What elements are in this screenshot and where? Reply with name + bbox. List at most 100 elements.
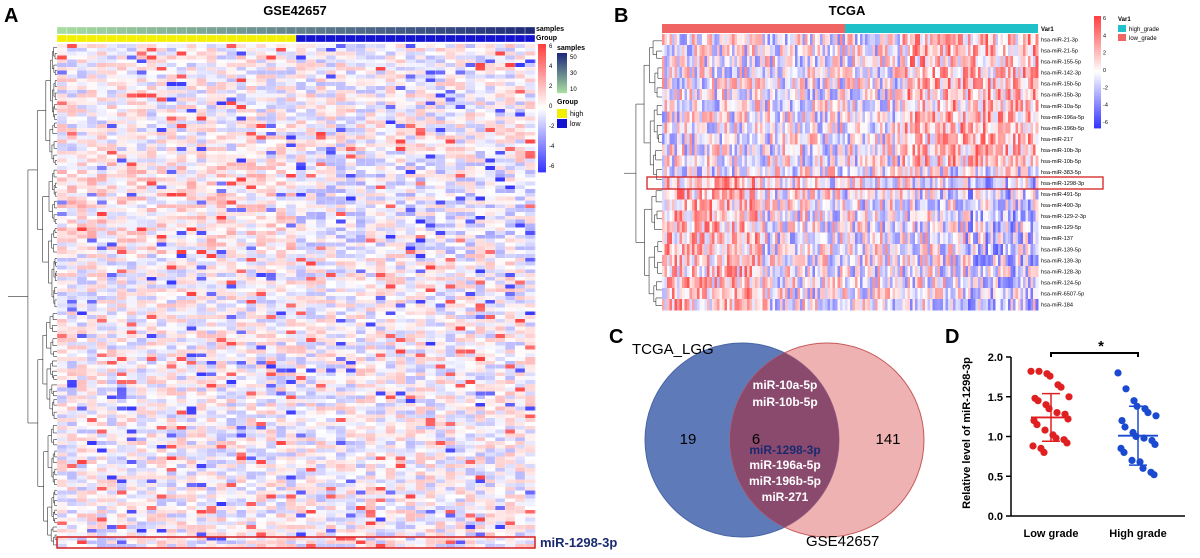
heatmap-a-cell — [166, 63, 177, 68]
heatmap-a-cell — [76, 158, 88, 163]
heatmap-a-cell — [425, 414, 436, 419]
heatmap-a-cell — [385, 326, 396, 331]
heatmap-a-cell — [176, 173, 187, 178]
heatmap-a-cell — [226, 204, 237, 209]
heatmap-a-cell — [485, 170, 496, 175]
heatmap-a-cell — [266, 128, 277, 133]
heatmap-a-cell — [216, 372, 227, 377]
heatmap-a-cell — [495, 181, 506, 186]
heatmap-a-cell — [216, 86, 227, 91]
heatmap-a-cell — [365, 139, 376, 144]
heatmap-a-cell — [166, 116, 177, 121]
heatmap-a-cell — [296, 246, 307, 251]
heatmap-a-cell — [136, 219, 147, 224]
heatmap-a-cell — [186, 192, 197, 198]
heatmap-a-cell — [126, 380, 137, 385]
heatmap-a-cell — [146, 55, 157, 60]
heatmap-a-cell — [475, 292, 486, 297]
heatmap-a-cell — [86, 273, 98, 278]
heatmap-a-cell — [305, 402, 317, 408]
heatmap-a-cell — [256, 59, 267, 64]
heatmap-a-cell — [335, 55, 347, 60]
heatmap-a-cell — [475, 387, 486, 392]
heatmap-a-cell — [305, 418, 317, 423]
heatmap-a-cell — [246, 93, 257, 98]
heatmap-a-cell — [495, 234, 506, 240]
heatmap-a-cell — [176, 364, 187, 369]
heatmap-a-cell — [465, 238, 476, 243]
heatmap-a-cell — [485, 383, 496, 388]
heatmap-a-cell — [116, 410, 128, 415]
heatmap-a-cell — [395, 204, 406, 209]
heatmap-a-cell — [425, 47, 436, 52]
heatmap-a-cell — [475, 380, 486, 385]
heatmap-a-cell — [57, 265, 68, 270]
heatmap-a-cell — [485, 334, 496, 339]
heatmap-a-cell — [355, 227, 367, 232]
heatmap-a-cell — [485, 97, 496, 102]
heatmap-a-cell — [176, 181, 187, 186]
heatmap-a-cell — [305, 86, 317, 91]
heatmap-a-cell — [485, 322, 496, 327]
heatmap-a-cell — [57, 357, 68, 362]
heatmap-a-cell — [226, 192, 237, 198]
heatmap-a-cell — [206, 364, 217, 369]
heatmap-a-cell — [196, 273, 207, 278]
heatmap-a-cell — [325, 158, 337, 163]
heatmap-a-cell — [156, 315, 167, 320]
heatmap-a-cell — [146, 238, 157, 243]
heatmap-a-cell — [395, 212, 406, 217]
heatmap-a-cell — [116, 422, 128, 427]
heatmap-a-cell — [176, 128, 187, 133]
heatmap-a-cell — [126, 391, 137, 396]
heatmap-a-cell — [375, 330, 386, 335]
heatmap-a-cell — [256, 120, 267, 125]
heatmap-a-cell — [525, 292, 536, 297]
heatmap-a-cell — [296, 269, 307, 274]
heatmap-a-cell — [106, 97, 118, 102]
heatmap-a-cell — [525, 360, 536, 366]
heatmap-a-cell — [96, 131, 108, 136]
heatmap-a-cell — [296, 242, 307, 247]
heatmap-a-cell — [515, 212, 526, 217]
heatmap-a-cell — [505, 55, 516, 60]
heatmap-a-cell — [66, 414, 78, 419]
heatmap-a-cell — [276, 44, 287, 49]
heatmap-a-cell — [57, 120, 68, 125]
heatmap-a-cell — [246, 299, 257, 304]
heatmap-a-cell — [76, 303, 88, 308]
heatmap-a-cell — [525, 200, 536, 205]
heatmap-a-cell — [405, 108, 416, 114]
heatmap-a-cell — [276, 215, 287, 220]
heatmap-a-cell — [445, 47, 456, 52]
heatmap-a-cell — [315, 204, 327, 209]
heatmap-a-cell — [325, 44, 337, 49]
heatmap-a-cell — [415, 93, 426, 98]
heatmap-a-cell — [276, 128, 287, 133]
heatmap-a-cell — [216, 55, 227, 60]
heatmap-a-cell — [246, 185, 257, 190]
heatmap-a-cell — [246, 345, 257, 350]
heatmap-a-cell — [246, 212, 257, 217]
heatmap-a-cell — [86, 246, 98, 251]
heatmap-a-cell — [485, 425, 496, 430]
heatmap-a-cell — [515, 315, 526, 320]
heatmap-a-cell — [415, 208, 426, 213]
heatmap-a-cell — [266, 380, 277, 385]
heatmap-a-cell — [57, 345, 68, 350]
heatmap-a-cell — [465, 418, 476, 423]
heatmap-a-cell — [266, 108, 277, 114]
heatmap-a-cell — [315, 162, 327, 167]
heatmap-a-cell — [256, 330, 267, 335]
heatmap-a-cell — [475, 89, 486, 94]
heatmap-a-cell — [315, 242, 327, 247]
heatmap-a-cell — [236, 170, 247, 175]
heatmap-a-cell — [455, 276, 466, 282]
heatmap-a-cell — [186, 154, 197, 159]
group-bar-cell — [96, 34, 107, 43]
heatmap-a-cell — [57, 360, 68, 366]
heatmap-a-cell — [226, 242, 237, 247]
heatmap-a-cell — [445, 391, 456, 396]
heatmap-a-cell — [186, 135, 197, 140]
heatmap-a-cell — [126, 147, 137, 152]
